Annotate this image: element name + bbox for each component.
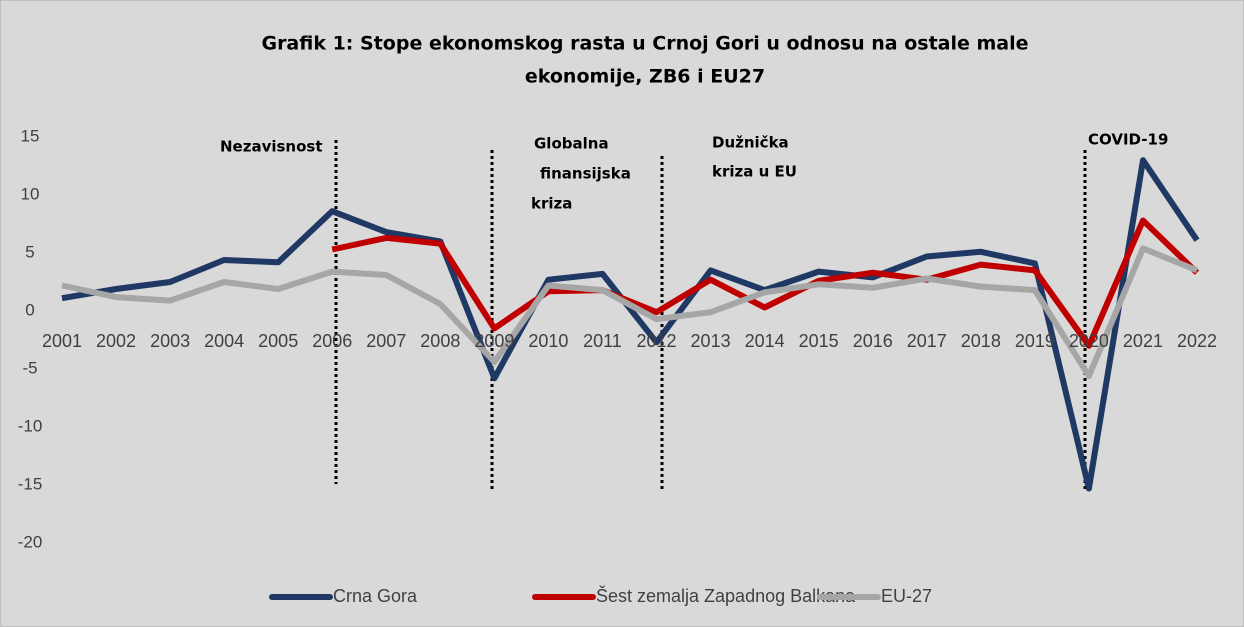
x-tick-label: 2005	[258, 331, 298, 351]
legend-label: EU-27	[881, 586, 932, 606]
x-tick-label: 2014	[745, 331, 785, 351]
x-tick-label: 2001	[42, 331, 82, 351]
x-tick-label: 2003	[150, 331, 190, 351]
annotation: Dužnička	[712, 134, 789, 152]
y-tick-label: -15	[18, 474, 43, 493]
x-tick-label: 2020	[1069, 331, 1109, 351]
x-tick-label: 2010	[528, 331, 568, 351]
x-tick-label: 2022	[1177, 331, 1217, 351]
x-tick-label: 2002	[96, 331, 136, 351]
x-tick-label: 2011	[583, 331, 622, 351]
legend-label: Crna Gora	[333, 586, 418, 606]
x-tick-label: 2006	[312, 331, 352, 351]
x-tick-label: 2019	[1015, 331, 1055, 351]
series-line	[61, 245, 1199, 379]
annotation: COVID-19	[1088, 131, 1168, 149]
chart-title: ekonomije, ZB6 i EU27	[525, 66, 765, 88]
x-tick-label: 2007	[366, 331, 406, 351]
x-tick-label: 2017	[907, 331, 947, 351]
y-tick-label: 0	[25, 300, 34, 319]
annotation: Nezavisnost	[220, 138, 323, 156]
x-tick-label: 2021	[1123, 331, 1163, 351]
series-line	[61, 157, 1200, 492]
y-tick-label: -20	[18, 532, 43, 551]
chart-title: Grafik 1: Stope ekonomskog rasta u Crnoj…	[261, 33, 1028, 55]
legend-label: Šest zemalja Zapadnog Balkana	[596, 585, 856, 606]
x-tick-label: 2009	[474, 331, 514, 351]
x-tick-label: 2013	[691, 331, 731, 351]
annotation: kriza	[531, 195, 572, 213]
annotation: finansijska	[540, 165, 631, 183]
x-tick-label: 2008	[420, 331, 460, 351]
y-tick-label: 15	[21, 126, 40, 145]
y-tick-label: 10	[21, 184, 40, 203]
y-tick-label: -5	[22, 358, 37, 377]
x-tick-label: 2012	[637, 331, 677, 351]
x-tick-label: 2004	[204, 331, 244, 351]
y-tick-label: 5	[25, 242, 34, 261]
series-line	[331, 217, 1200, 349]
annotation: kriza u EU	[712, 163, 797, 181]
x-tick-label: 2018	[961, 331, 1001, 351]
x-tick-label: 2016	[853, 331, 893, 351]
x-tick-label: 2015	[799, 331, 839, 351]
annotation: Globalna	[534, 135, 609, 153]
y-tick-label: -10	[18, 416, 43, 435]
